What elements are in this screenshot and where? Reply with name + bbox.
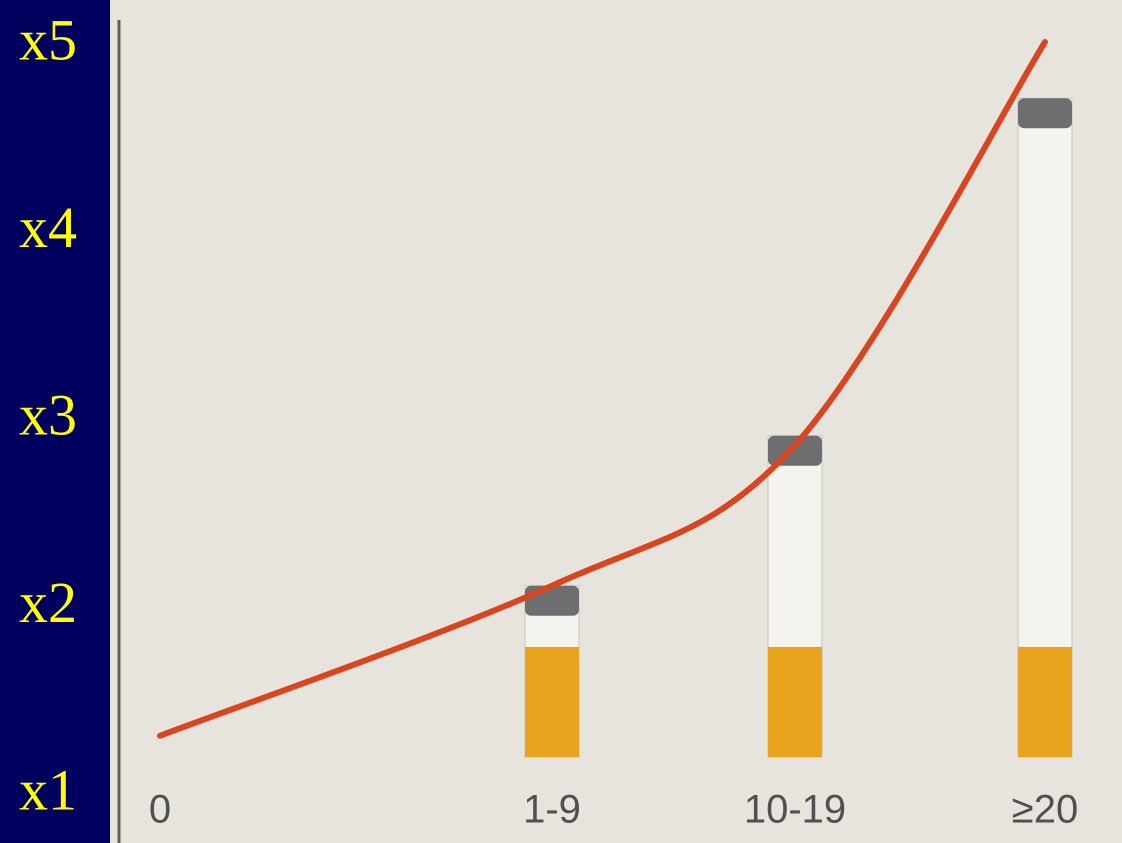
risk-curve <box>157 39 1048 739</box>
cigarette-ash <box>1018 98 1072 129</box>
cigarette-filter <box>1018 647 1072 757</box>
y-tick-label: x1 <box>19 757 77 822</box>
y-tick-label: x2 <box>19 570 77 635</box>
y-tick-label: x4 <box>19 195 77 260</box>
x-tick-label: 10-19 <box>744 788 846 832</box>
cigarette-filter <box>525 647 579 757</box>
cigarette-ash <box>525 585 579 616</box>
y-tick-label: x5 <box>19 7 77 72</box>
x-tick-label: 0 <box>149 788 171 832</box>
axis-panel <box>0 0 110 843</box>
x-tick-label: 1-9 <box>523 788 581 832</box>
x-tick-label: ≥20 <box>1012 788 1078 832</box>
y-tick-label: x3 <box>19 382 77 447</box>
cigarette-filter <box>768 647 822 757</box>
